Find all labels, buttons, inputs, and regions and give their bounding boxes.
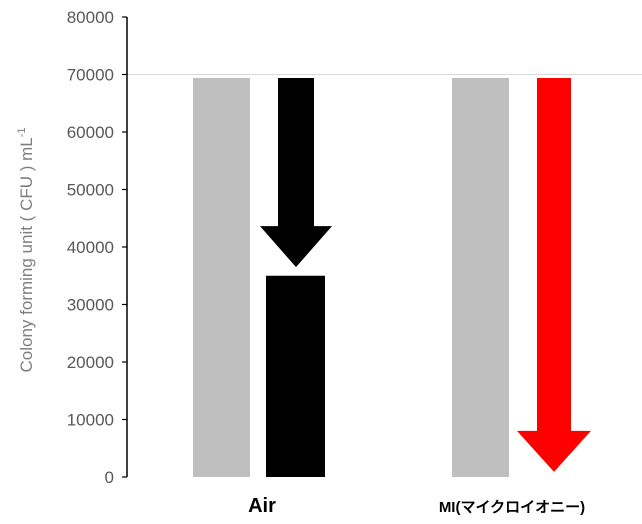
y-tick-label: 70000 bbox=[67, 66, 114, 85]
x-category-label: MI(マイクロイオニー) bbox=[439, 499, 585, 516]
bar-after-0 bbox=[266, 275, 325, 477]
bar-before-1 bbox=[452, 77, 509, 477]
y-tick-label: 50000 bbox=[67, 181, 114, 200]
arrows bbox=[260, 77, 591, 472]
y-axis-title: Colony forming unit ( CFU ) mL-1 bbox=[16, 127, 36, 372]
x-category-label: Air bbox=[248, 495, 276, 517]
down-arrow-1 bbox=[517, 77, 591, 472]
x-axis-labels: Air MI(マイクロイオニー) bbox=[248, 495, 585, 517]
y-tick-label: 40000 bbox=[67, 238, 114, 257]
down-arrow-0 bbox=[260, 77, 332, 268]
y-tick-label: 20000 bbox=[67, 353, 114, 372]
bars bbox=[193, 77, 509, 477]
y-axis: 0 10000 20000 30000 40000 50000 60000 70000 8000… bbox=[67, 8, 128, 487]
y-tick-label: 10000 bbox=[67, 411, 114, 430]
y-tick-label: 30000 bbox=[67, 296, 114, 315]
bar-before-0 bbox=[193, 77, 250, 477]
y-tick-label: 80000 bbox=[67, 8, 114, 27]
y-tick-label: 0 bbox=[105, 468, 114, 487]
y-tick-label: 60000 bbox=[67, 123, 114, 142]
